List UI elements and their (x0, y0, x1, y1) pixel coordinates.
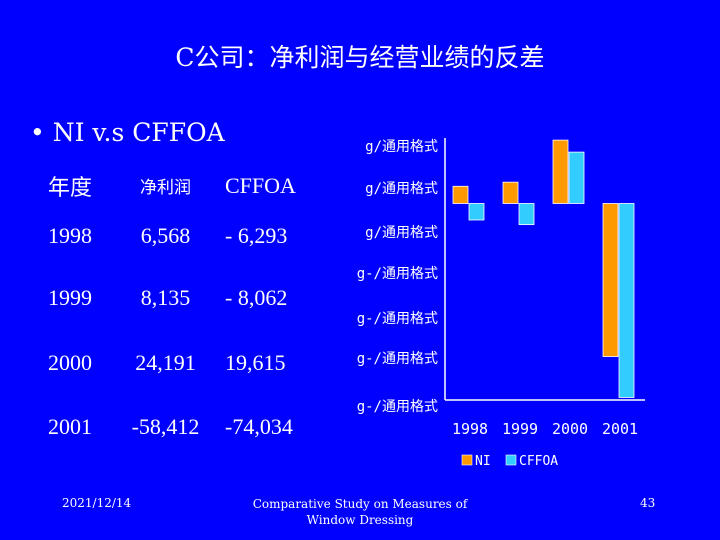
cell-cffoa: -74,034 (225, 414, 293, 439)
footer-title-line1: Comparative Study on Measures of (252, 497, 468, 511)
bar-ni-2000 (552, 139, 569, 204)
table-row: 2000 24,191 19,615 (40, 333, 330, 393)
cell-net-profit: 24,191 (135, 350, 196, 375)
x-tick-label: 2000 (552, 420, 588, 438)
legend-swatch-ni (461, 454, 473, 466)
x-tick-label: 1999 (502, 420, 538, 438)
cell-net-profit: 6,568 (140, 222, 191, 248)
y-tick-label: g-/通用格式 (356, 311, 438, 327)
bar-cffoa-1998 (468, 203, 485, 221)
table-row: 1998 6,568 - 6,293 (40, 208, 330, 263)
x-tick-label: 2001 (602, 420, 638, 438)
header-year: 年度 (48, 174, 93, 200)
footer-date: 2021/12/14 (62, 496, 132, 510)
cell-net-profit: -58,412 (131, 414, 200, 439)
slide-title: C公司：净利润与经营业绩的反差 (175, 43, 545, 72)
bar-ni-1999 (502, 181, 519, 204)
table-header-row: 年度 净利润 CFFOA (40, 163, 330, 208)
cell-net-profit: 8,135 (140, 285, 191, 310)
y-tick-label: g/通用格式 (365, 181, 438, 197)
header-cffoa: CFFOA (225, 172, 296, 198)
bar-cffoa-1999 (518, 203, 535, 226)
footer-center: Comparative Study on Measures of Window … (230, 496, 490, 528)
header-net-profit: 净利润 (140, 178, 191, 197)
cell-cffoa: 19,615 (225, 350, 286, 375)
y-tick-label: g-/通用格式 (356, 399, 438, 415)
footer-title-line2: Window Dressing (306, 513, 414, 527)
y-tick-label: g/通用格式 (365, 225, 438, 241)
y-tick-label: g-/通用格式 (356, 351, 438, 367)
y-tick-label: g/通用格式 (365, 139, 438, 155)
cell-year: 2001 (48, 414, 92, 439)
cell-year: 1999 (48, 285, 92, 310)
legend-label-cffoa: CFFOA (519, 454, 558, 469)
cell-year: 2000 (48, 350, 92, 375)
data-table: 年度 净利润 CFFOA 1998 6,568 - 6,293 1999 8,1… (40, 163, 330, 461)
table-row: 1999 8,135 - 8,062 (40, 263, 330, 333)
cell-year: 1998 (48, 222, 92, 248)
y-tick-label: g-/通用格式 (356, 266, 438, 282)
cell-cffoa: - 6,293 (225, 222, 288, 248)
bullet-point: • NI v.s CFFOA (30, 118, 225, 147)
bar-cffoa-2001 (618, 203, 635, 398)
table-row: 2001 -58,412 -74,034 (40, 393, 330, 461)
legend-swatch-cffoa (505, 454, 517, 466)
x-tick-label: 1998 (452, 420, 488, 438)
cell-cffoa: - 8,062 (225, 285, 288, 310)
legend-label-ni: NI (475, 454, 491, 469)
bar-ni-1998 (452, 185, 469, 204)
page-number: 43 (640, 496, 656, 510)
bar-cffoa-2000 (568, 151, 585, 204)
bar-ni-2001 (602, 203, 619, 357)
